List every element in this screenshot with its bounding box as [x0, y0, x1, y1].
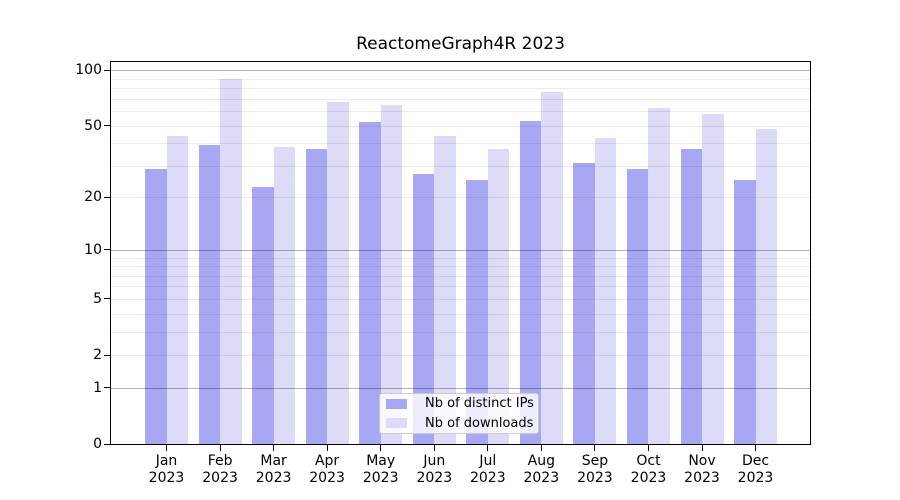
x-tick-label: Feb 2023 — [202, 453, 238, 486]
gridline-minor — [111, 165, 810, 167]
gridline-minor — [111, 111, 810, 112]
x-tick — [594, 445, 596, 451]
bar-downloads — [327, 102, 349, 444]
x-tick-label: Oct 2023 — [630, 453, 667, 486]
x-tick-label: Sep 2023 — [577, 453, 613, 486]
x-tick-label: Aug 2023 — [523, 453, 560, 486]
gridline-minor — [111, 197, 810, 199]
legend: Nb of distinct IPs Nb of downloads — [379, 393, 539, 434]
y-tick-label: 5 — [93, 290, 102, 307]
legend-label-downloads: Nb of downloads — [425, 415, 534, 431]
gridline-minor — [111, 286, 810, 288]
x-tick-label: Jun 2023 — [416, 453, 453, 486]
bar-downloads — [380, 104, 403, 444]
bar-downloads — [541, 92, 563, 444]
y-tick — [104, 69, 110, 71]
bar-downloads — [220, 78, 242, 444]
x-tick — [433, 445, 435, 451]
plot-area — [110, 61, 811, 445]
gridline-minor — [111, 78, 810, 80]
bar-distinct-ips — [573, 163, 595, 444]
y-tick — [104, 196, 110, 198]
gridline-minor — [111, 88, 810, 89]
x-tick — [701, 445, 703, 451]
bar-distinct-ips — [252, 186, 274, 444]
y-tick — [104, 354, 110, 356]
chart-title: ReactomeGraph4R 2023 — [356, 34, 565, 54]
legend-label-distinct-ips: Nb of distinct IPs — [425, 396, 534, 412]
gridline-minor — [111, 125, 810, 127]
legend-item-downloads: Nb of downloads — [380, 414, 538, 434]
x-tick — [166, 445, 167, 451]
bar-downloads — [702, 113, 724, 444]
legend-swatch-downloads — [386, 418, 407, 429]
y-tick — [104, 249, 110, 251]
gridline-major — [111, 70, 810, 72]
y-tick — [104, 443, 110, 445]
legend-item-distinct-ips: Nb of distinct IPs — [380, 394, 538, 414]
bar-distinct-ips — [466, 180, 488, 444]
y-tick-label: 2 — [93, 347, 102, 363]
gridline-minor — [111, 143, 810, 145]
x-tick-label: Apr 2023 — [309, 453, 345, 486]
bar-distinct-ips — [305, 149, 328, 444]
bar-distinct-ips — [680, 149, 702, 444]
y-tick — [104, 387, 110, 389]
y-tick-label: 0 — [93, 436, 102, 452]
bar-distinct-ips — [412, 174, 435, 444]
x-tick-label: Dec 2023 — [737, 453, 774, 486]
x-tick — [487, 445, 489, 451]
bar-distinct-ips — [626, 168, 649, 444]
y-tick-label: 50 — [84, 117, 102, 134]
gridline-minor — [111, 355, 810, 356]
gridline-minor — [111, 331, 810, 333]
x-tick — [219, 445, 221, 451]
x-tick — [273, 445, 275, 451]
bar-downloads — [434, 135, 456, 444]
legend-swatch-distinct-ips — [386, 398, 407, 409]
y-tick — [104, 125, 110, 126]
bar-distinct-ips — [145, 168, 167, 444]
gridline-minor — [111, 98, 810, 100]
bar-distinct-ips — [198, 145, 221, 444]
x-tick-label: Nov 2023 — [684, 453, 720, 486]
x-tick — [326, 445, 328, 451]
bar-distinct-ips — [359, 122, 381, 444]
y-tick — [104, 298, 110, 300]
x-tick — [540, 445, 542, 451]
gridline-major — [111, 249, 810, 251]
y-tick-label: 1 — [93, 379, 102, 396]
x-tick-label: Mar 2023 — [255, 453, 292, 486]
bar-distinct-ips — [734, 180, 756, 444]
bar-distinct-ips — [519, 120, 542, 444]
gridline-minor — [111, 313, 810, 315]
bars-layer — [111, 62, 810, 444]
x-tick-label: Jul 2023 — [469, 453, 506, 486]
bar-downloads — [166, 135, 188, 444]
grid-layer — [111, 62, 810, 444]
x-tick-label: Jan 2023 — [148, 453, 185, 486]
y-tick-label: 100 — [75, 62, 102, 79]
y-tick-label: 10 — [84, 241, 102, 258]
x-tick — [755, 445, 756, 451]
x-tick-label: May 2023 — [362, 453, 399, 486]
gridline-minor — [111, 266, 810, 267]
y-tick-label: 20 — [84, 189, 102, 206]
bar-downloads — [487, 149, 510, 444]
x-tick — [380, 445, 382, 451]
gridline-minor — [111, 298, 810, 300]
bar-downloads — [594, 137, 617, 444]
x-tick — [648, 445, 649, 451]
gridline-minor — [111, 257, 810, 259]
gridline-major — [111, 387, 810, 389]
bar-downloads — [273, 147, 296, 444]
gridline-minor — [111, 275, 810, 277]
